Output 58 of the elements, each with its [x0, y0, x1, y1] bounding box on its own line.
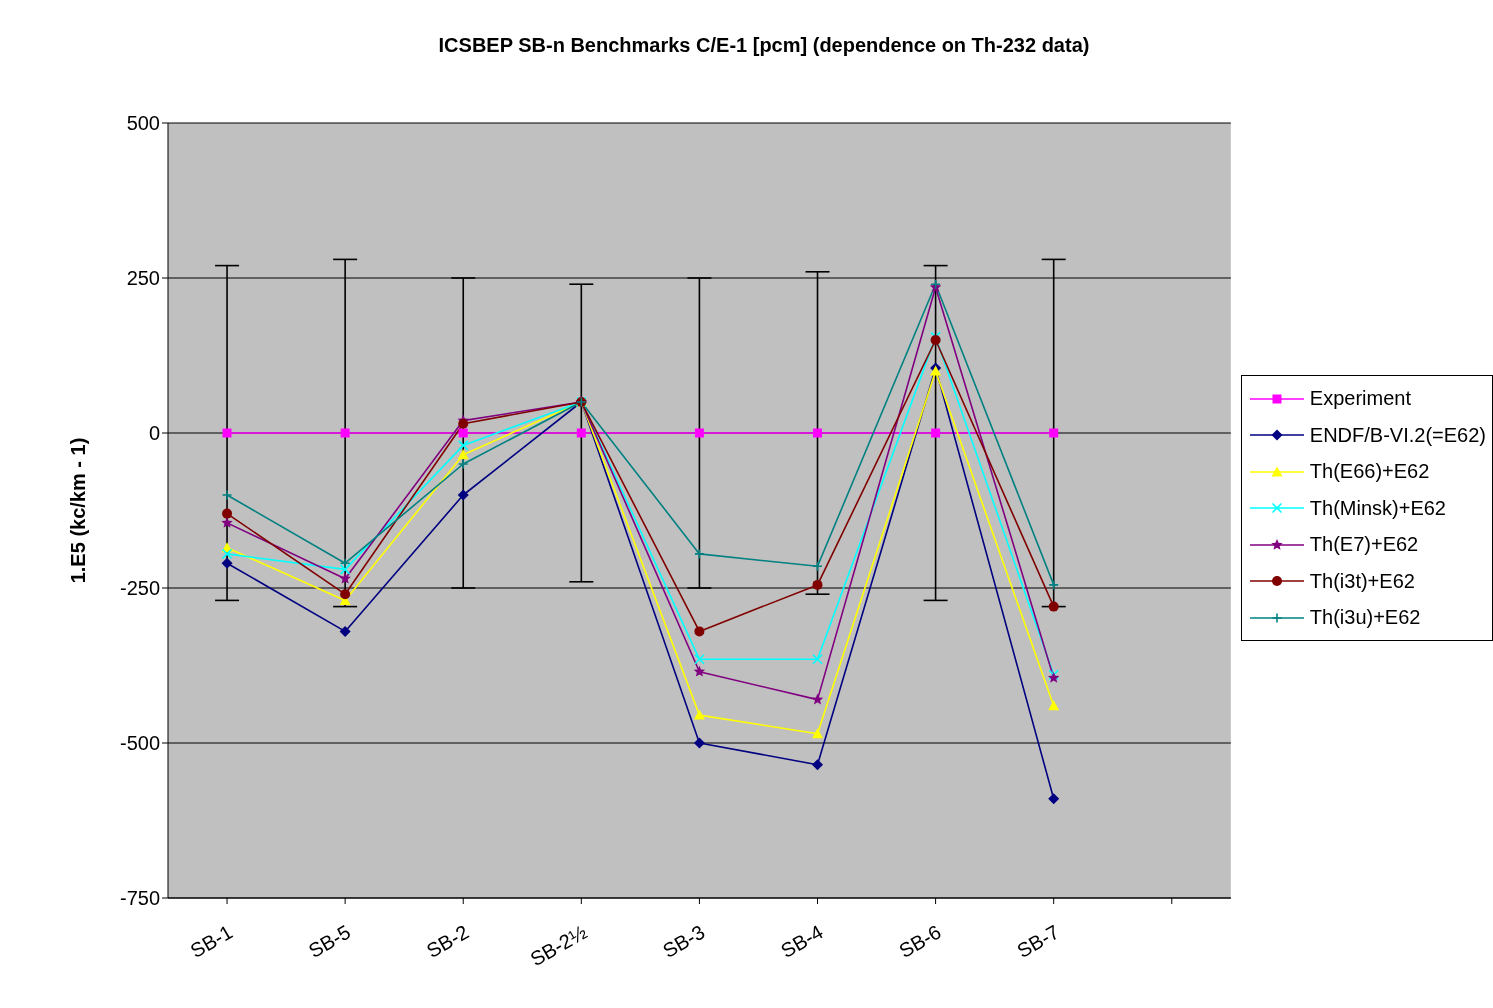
point [457, 489, 469, 501]
legend-label: Th(E66)+E62 [1309, 460, 1430, 483]
point [812, 654, 823, 665]
y-tick-label: 250 [126, 267, 160, 290]
point [812, 579, 823, 590]
point [221, 557, 233, 569]
point [222, 428, 232, 438]
point [930, 335, 941, 345]
point [931, 428, 941, 438]
point [693, 737, 705, 749]
point [1049, 428, 1059, 438]
legend-label: Th(E7)+E62 [1309, 533, 1419, 556]
point [457, 458, 469, 470]
legend-label: Experiment [1309, 387, 1411, 410]
point [694, 626, 705, 637]
y-tick-label: -750 [119, 887, 160, 910]
y-tick-label: 500 [126, 112, 160, 135]
x-tick-label: SB-2 [422, 920, 473, 962]
point [1048, 601, 1059, 612]
point [339, 557, 351, 569]
point [576, 428, 586, 438]
point [812, 728, 824, 739]
x-tick-label: SB-6 [895, 920, 945, 962]
point [222, 508, 233, 519]
legend-label: ENDF/B-VI.2(=E62) [1309, 423, 1486, 447]
point [340, 589, 351, 600]
point [340, 428, 350, 438]
x-tick-label: SB-7 [1013, 920, 1063, 962]
point [339, 625, 351, 637]
y-axis-title: 1.E5 (kc/km - 1) [67, 437, 90, 584]
point [458, 428, 468, 438]
legend-label: Th(i3t)+E62 [1309, 569, 1415, 593]
y-tick-label: 0 [148, 422, 160, 445]
x-tick-label: SB-4 [777, 920, 827, 962]
legend-label: Th(i3u)+E62 [1309, 606, 1421, 629]
point [693, 665, 706, 677]
point [457, 449, 469, 460]
point [813, 428, 823, 438]
point [339, 572, 351, 584]
point [693, 709, 705, 720]
point [221, 489, 233, 501]
point [457, 440, 469, 451]
point [458, 418, 469, 429]
point [694, 654, 705, 665]
point [339, 564, 351, 575]
point [694, 428, 704, 438]
x-tick-label: SB-5 [304, 920, 355, 962]
point [1048, 793, 1060, 805]
x-tick-label: SB-1 [186, 920, 237, 962]
point [812, 759, 824, 771]
x-tick-label: SB-3 [659, 920, 709, 962]
y-tick-label: -250 [119, 577, 160, 600]
chart-title: ICSBEP SB-n Benchmarks C/E-1 [pcm] (dependence on Th-232 data) [437, 34, 1091, 57]
point [811, 693, 824, 705]
point [1048, 700, 1060, 711]
point [221, 548, 233, 560]
y-tick-label: -500 [119, 732, 160, 755]
legend-label: Th(Minsk)+E62 [1309, 496, 1446, 520]
